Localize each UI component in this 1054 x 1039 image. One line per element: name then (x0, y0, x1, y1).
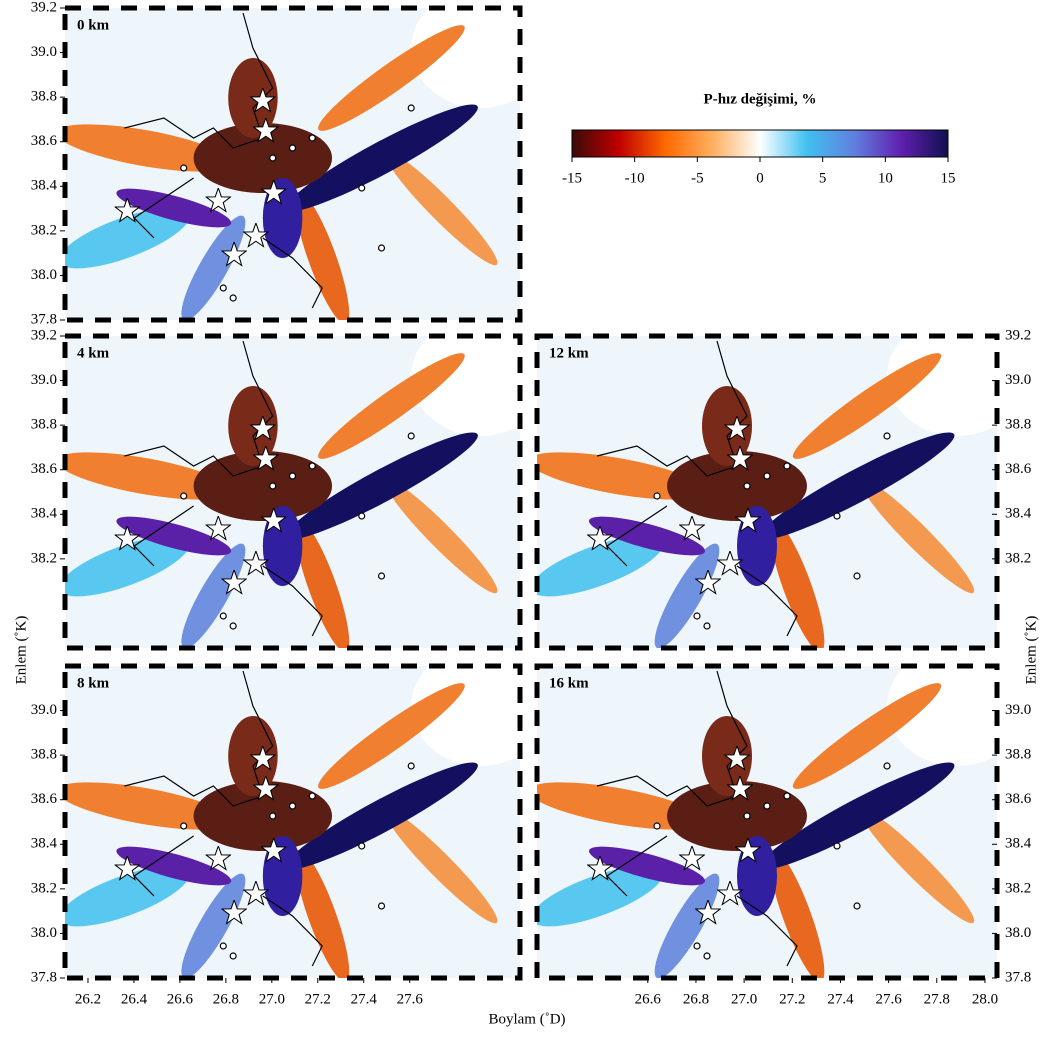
y-tick-label: 37.8 (31, 969, 57, 985)
colorbar-tick-label: 15 (941, 170, 956, 186)
y-tick-label: 38.4 (31, 178, 58, 194)
y-tick-label: 38.8 (1005, 747, 1031, 763)
y-tick-label: 38.2 (1005, 880, 1031, 896)
panel-label: 4 km (77, 345, 110, 361)
x-tick-label: 27.2 (305, 991, 331, 1007)
y-tick-label: 38.8 (31, 747, 57, 763)
y-tick-label: 39.2 (1005, 327, 1031, 343)
y-tick-label: 38.6 (1005, 791, 1032, 807)
panel-frame (534, 663, 1000, 981)
colorbar-tick-label: 0 (756, 170, 764, 186)
map-panel (524, 646, 1027, 987)
tomography-map (53, 316, 550, 657)
y-tick-label: 38.4 (1005, 836, 1032, 852)
y-tick-label: 39.0 (1005, 702, 1031, 718)
y-tick-label: 39.0 (31, 372, 57, 388)
x-tick-label: 27.0 (731, 991, 757, 1007)
y-tick-label: 38.4 (31, 506, 58, 522)
x-tick-label: 26.8 (683, 991, 709, 1007)
y-tick-label: 38.8 (31, 89, 57, 105)
y-tick-label: 39.2 (31, 327, 57, 343)
y-tick-label: 38.4 (1005, 506, 1032, 522)
x-tick-label: 28.0 (972, 991, 998, 1007)
tomography-map (524, 646, 1027, 987)
panel-label: 0 km (77, 17, 110, 33)
y-tick-label: 38.6 (31, 461, 58, 477)
colorbar-tick-label: 5 (819, 170, 827, 186)
y-tick-label: 39.2 (31, 0, 57, 15)
y-tick-label: 38.6 (31, 133, 58, 149)
y-tick-label: 38.8 (31, 417, 57, 433)
x-tick-label: 27.4 (827, 991, 854, 1007)
colorbar-tick-label: -5 (691, 170, 704, 186)
panel-label: 12 km (549, 345, 589, 361)
x-tick-label: 26.8 (213, 991, 239, 1007)
x-tick-label: 27.8 (924, 991, 950, 1007)
panel-frame (62, 5, 523, 323)
x-tick-label: 27.0 (259, 991, 285, 1007)
x-tick-label: 27.2 (779, 991, 805, 1007)
tomography-map (53, 0, 550, 329)
y-tick-label: 38.6 (31, 791, 58, 807)
colorbar-title: P-hız değişimi, % (704, 91, 817, 107)
y-tick-label: 38.0 (31, 267, 57, 283)
y-tick-label: 38.8 (1005, 417, 1031, 433)
tomography-map (53, 646, 550, 987)
y-tick-label: 38.0 (31, 925, 57, 941)
y-tick-label: 39.0 (1005, 372, 1031, 388)
x-tick-label: 26.4 (121, 991, 148, 1007)
x-tick-label: 26.6 (167, 991, 194, 1007)
colorbar-tick-label: -10 (625, 170, 645, 186)
tomography-map (524, 316, 1027, 657)
y-tick-label: 39.0 (31, 44, 57, 60)
map-panel (53, 0, 550, 329)
y-tick-label: 38.2 (1005, 550, 1031, 566)
colorbar-tick-label: -15 (562, 170, 582, 186)
panel-frame (62, 333, 523, 651)
x-tick-label: 27.6 (397, 991, 424, 1007)
panel-frame (62, 663, 523, 981)
x-tick-label: 27.6 (875, 991, 902, 1007)
y-tick-label: 37.8 (1005, 969, 1031, 985)
panel-frame (534, 333, 1000, 651)
x-tick-label: 27.4 (351, 991, 378, 1007)
x-tick-label: 26.2 (75, 991, 101, 1007)
y-tick-label: 37.8 (31, 311, 57, 327)
y-tick-label: 39.0 (31, 702, 57, 718)
y-axis-title: Enlem (˚K) (13, 616, 29, 685)
colorbar-tick-label: 10 (878, 170, 893, 186)
y-axis-title: Enlem (˚K) (1023, 616, 1039, 685)
y-tick-label: 38.6 (1005, 461, 1032, 477)
y-tick-label: 38.2 (31, 222, 57, 238)
y-tick-label: 38.0 (1005, 925, 1031, 941)
colorbar (571, 129, 949, 158)
x-axis-title: Boylam (˚D) (488, 1011, 565, 1027)
map-panel (53, 646, 550, 987)
map-panel (53, 316, 550, 657)
map-panel (524, 316, 1027, 657)
x-tick-label: 26.6 (635, 991, 662, 1007)
panel-label: 8 km (77, 675, 110, 691)
y-tick-label: 38.4 (31, 836, 58, 852)
y-tick-label: 38.2 (31, 550, 57, 566)
y-tick-label: 38.2 (31, 880, 57, 896)
panel-label: 16 km (549, 675, 589, 691)
